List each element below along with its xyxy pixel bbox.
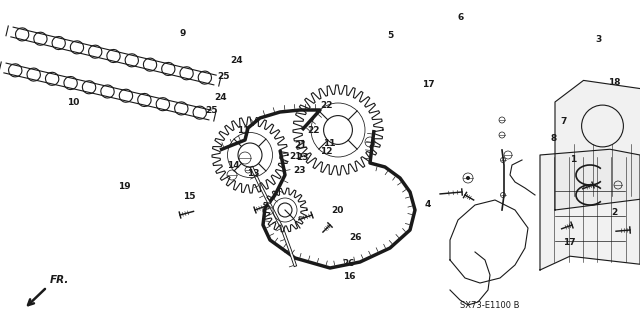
Text: 24: 24 — [214, 93, 227, 102]
Polygon shape — [555, 80, 640, 210]
Text: 14: 14 — [227, 161, 240, 170]
Text: 17: 17 — [422, 80, 435, 89]
Text: 26: 26 — [342, 259, 355, 268]
Text: 4: 4 — [424, 200, 431, 209]
Text: 25: 25 — [218, 72, 230, 81]
Circle shape — [466, 176, 470, 180]
Text: 2: 2 — [611, 208, 618, 217]
Text: 21: 21 — [294, 141, 307, 150]
Text: 11: 11 — [323, 139, 336, 148]
Text: 1: 1 — [570, 155, 576, 164]
Text: 6: 6 — [458, 13, 464, 22]
Text: 7: 7 — [560, 117, 566, 126]
Text: 19: 19 — [118, 182, 131, 191]
Text: 10: 10 — [67, 98, 80, 107]
Text: 3: 3 — [595, 35, 602, 44]
Text: 16: 16 — [342, 272, 355, 281]
Text: 23: 23 — [296, 153, 308, 162]
Text: 23: 23 — [293, 166, 306, 175]
Text: 8: 8 — [550, 134, 557, 143]
Text: 26: 26 — [349, 233, 362, 242]
Text: 5: 5 — [387, 31, 394, 40]
Text: SX73-E1100 B: SX73-E1100 B — [460, 300, 520, 309]
Text: 18: 18 — [608, 78, 621, 87]
Text: 25: 25 — [205, 106, 218, 115]
Text: 21: 21 — [289, 152, 302, 161]
Text: 24: 24 — [230, 56, 243, 65]
Polygon shape — [540, 149, 640, 270]
Text: 15: 15 — [182, 192, 195, 201]
Text: 20: 20 — [332, 206, 344, 215]
Text: 9: 9 — [179, 29, 186, 38]
Text: 22: 22 — [320, 101, 333, 110]
Text: 13: 13 — [246, 169, 259, 178]
Text: 11: 11 — [237, 126, 250, 135]
Text: 22: 22 — [307, 126, 320, 135]
Text: FR.: FR. — [50, 275, 69, 285]
Text: 12: 12 — [320, 147, 333, 156]
Text: 17: 17 — [563, 238, 576, 247]
